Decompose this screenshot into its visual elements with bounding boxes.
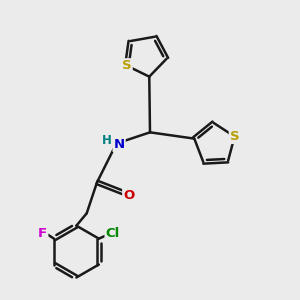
Text: S: S (230, 130, 239, 143)
Text: H: H (102, 134, 112, 147)
Text: N: N (113, 138, 124, 151)
Text: O: O (123, 189, 134, 202)
Text: S: S (122, 59, 132, 72)
Text: F: F (38, 227, 47, 240)
Text: Cl: Cl (106, 227, 120, 240)
